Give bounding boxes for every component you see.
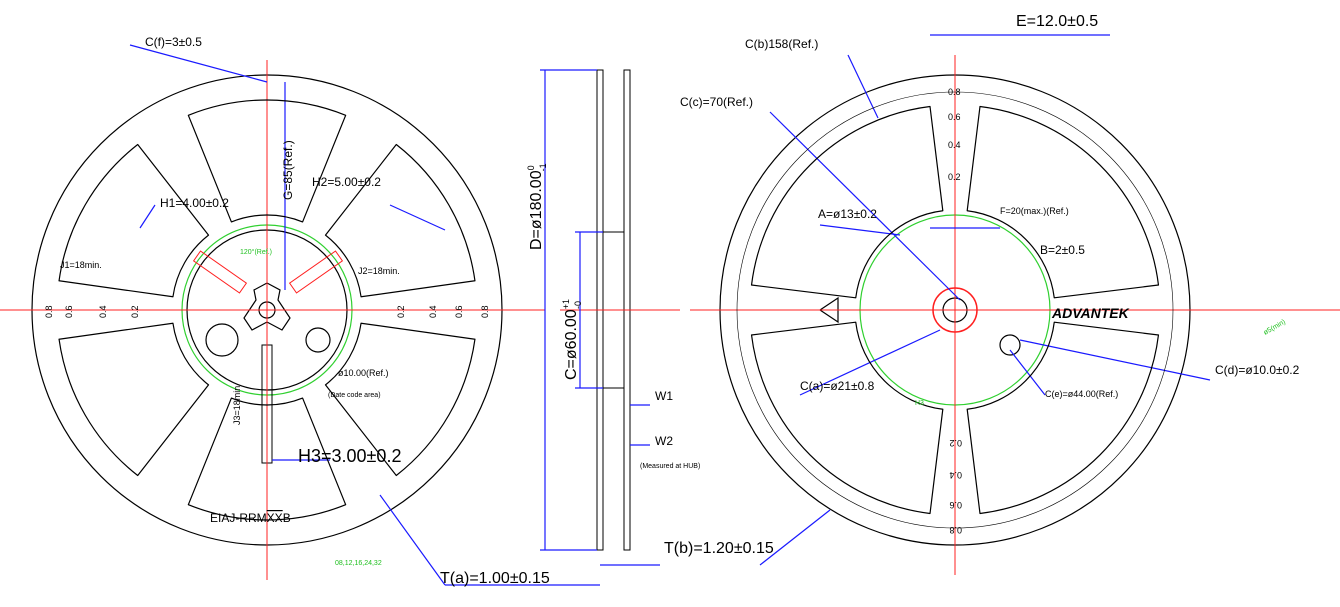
dim-label: C(e)=ø44.00(Ref.) [1045,389,1118,399]
marking: EIAJ-RRMXXB [210,511,291,525]
scale-label: 0.8 [948,87,961,97]
window [325,145,474,297]
scale-label: 0.2 [949,438,962,448]
dim-label: C(b)158(Ref.) [745,37,818,51]
dim-label: A=ø13±0.2 [818,207,877,221]
dim-label: T(a)=1.00±0.15 [440,570,550,587]
window [59,323,208,475]
window [752,107,943,298]
dim-label: 120°(Ref.) [240,248,272,256]
scale-label: 0.2 [948,172,961,182]
dim-label: J1=18min. [60,260,102,270]
scale-label: 0.2 [396,305,406,318]
dim-label: T(b)=1.20±0.15 [664,540,774,557]
dim-label: W2 [655,434,673,448]
dim-label: E=12.0±0.5 [1016,13,1098,30]
note: (Measured at HUB) [640,463,700,470]
scale-label: 0.8 [480,305,490,318]
slot [194,251,247,293]
dim-label: H2=5.00±0.2 [312,175,381,189]
scale-label: 0.6 [949,500,962,510]
window [967,322,1158,513]
window [59,145,208,297]
window [752,322,943,513]
dim-main: D=ø180.00 [528,170,545,250]
scale-label: 0.6 [64,305,74,318]
dim-label: F=20(max.)(Ref.) [1000,206,1069,216]
scale-label: 0.4 [98,305,108,318]
scale-label: 0.4 [948,140,961,150]
dim-label: W1 [655,389,673,403]
date-hole [306,328,330,352]
dim-label: ø5(min) [1263,319,1287,337]
dim-tol: -0 [573,301,583,309]
scale-label: 0.4 [949,470,962,480]
dim-label: D=ø180.000-1 [526,163,548,250]
dim-label: J2=18min. [358,266,400,276]
dim-label: C(a)=ø21±0.8 [800,379,875,393]
marking-part: XX [267,511,283,525]
dim-label: G=85(Ref.) [281,140,295,200]
drawing: C(f)=3±0.5 G=85(Ref.) H1=4.00±0.2 H2=5.0… [0,0,1340,607]
dim-label: H3 [915,400,924,407]
note: 08,12,16,24,32 [335,560,382,567]
marking-part: EIAJ-RRM [210,511,267,525]
dim-label: H1=4.00±0.2 [160,196,229,210]
labels: C(f)=3±0.5 G=85(Ref.) H1=4.00±0.2 H2=5.0… [44,13,1300,587]
scale-label: 0.2 [130,305,140,318]
scale-label: 0.8 [44,305,54,318]
dim-tol: -1 [538,163,548,171]
scale-label: 0.4 [428,305,438,318]
hole [1000,335,1020,355]
scale-label: 0.6 [454,305,464,318]
marking-part: B [283,511,291,525]
dim-label: H3=3.00±0.2 [298,446,401,466]
dim-label: C=ø60.00+1-0 [561,299,583,380]
scale-label: 0.6 [948,112,961,122]
note: (Date code area) [328,392,381,399]
brand: ADVANTEK [1051,305,1130,321]
dim-label: C(d)=ø10.0±0.2 [1215,363,1300,377]
dim-label: ø10.00(Ref.) [338,368,389,378]
window [967,107,1158,298]
dim-label: C(f)=3±0.5 [145,35,202,49]
dim-label: C(c)=70(Ref.) [680,95,753,109]
dim-label: B=2±0.5 [1040,243,1085,257]
dim-label: J3=18min [232,386,242,425]
dim-tol: 0 [526,165,536,170]
dim-tol: +1 [561,299,571,309]
outlines [0,35,1340,585]
scale-label: 0.8 [949,525,962,535]
dim-main: C=ø60.00 [563,309,580,380]
hole [206,324,238,356]
